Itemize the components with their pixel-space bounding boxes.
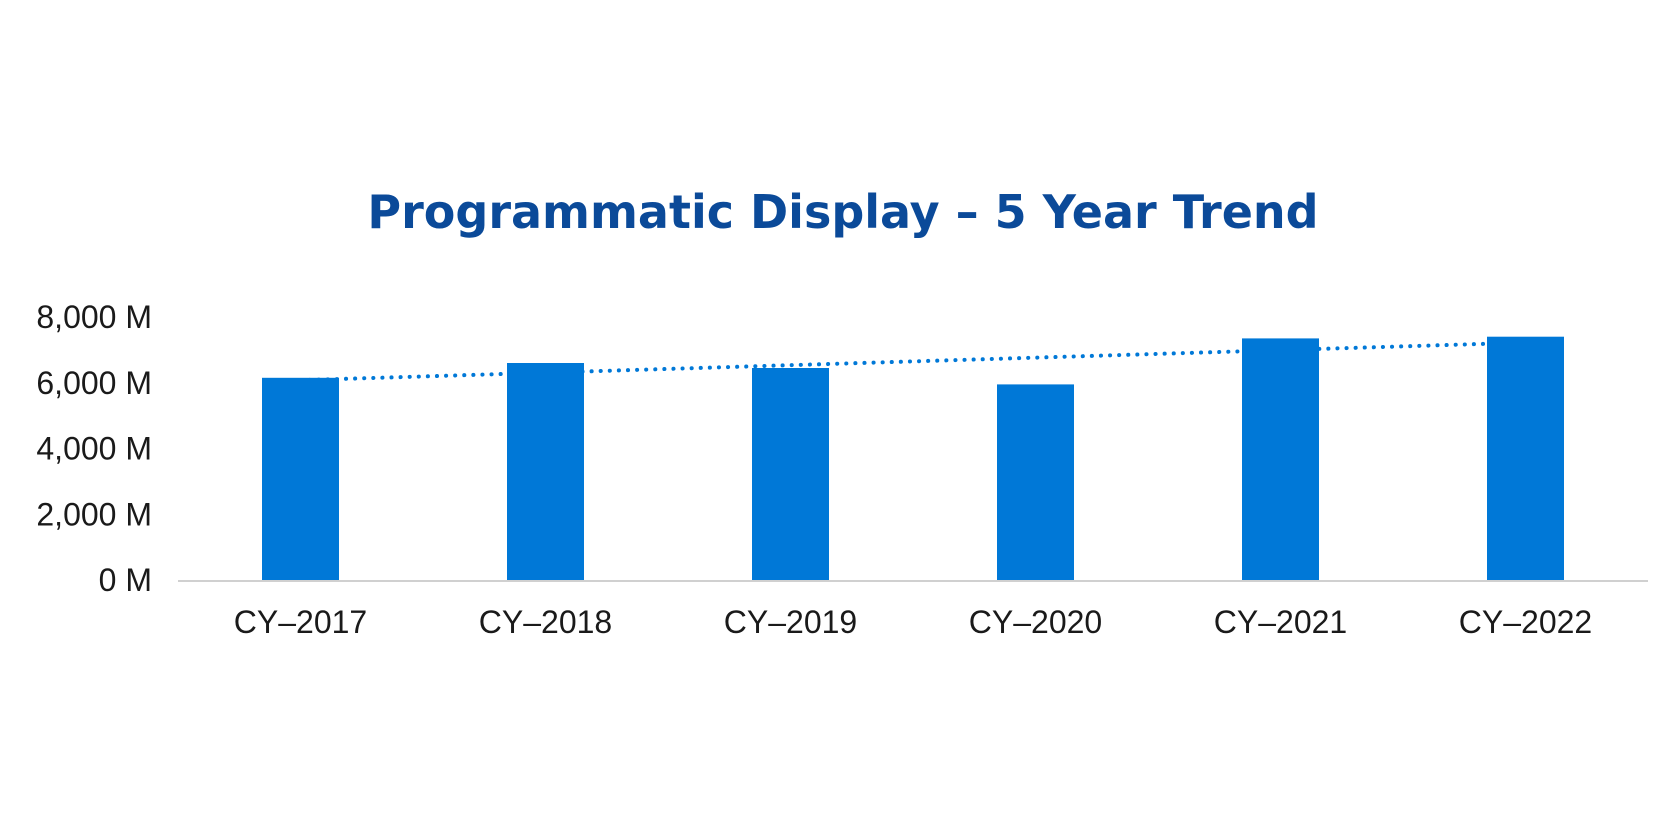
x-tick-label: CY–2022	[1459, 604, 1592, 640]
x-tick-label: CY–2021	[1214, 604, 1347, 640]
x-tick-label: CY–2017	[234, 604, 367, 640]
bars-layer	[262, 336, 1564, 580]
y-tick-label: 0 M	[99, 562, 152, 598]
x-tick-label: CY–2018	[479, 604, 612, 640]
x-tick-label: CY–2020	[969, 604, 1102, 640]
bar-CY–2019	[752, 368, 829, 580]
x-tick-label: CY–2019	[724, 604, 857, 640]
chart-title: Programmatic Display – 5 Year Trend	[367, 185, 1318, 239]
bar-CY–2018	[507, 363, 584, 580]
trendline	[298, 340, 1528, 383]
y-tick-label: 6,000 M	[36, 365, 152, 401]
y-tick-label: 4,000 M	[36, 431, 152, 467]
y-tick-label: 2,000 M	[36, 496, 152, 532]
bar-CY–2021	[1242, 338, 1319, 580]
bar-CY–2017	[262, 377, 339, 580]
bar-CY–2022	[1487, 336, 1564, 580]
trendline-layer	[298, 340, 1528, 383]
bar-CY–2020	[997, 384, 1074, 580]
y-axis-tick-labels: 0 M 2,000 M 4,000 M 6,000 M 8,000 M	[36, 299, 152, 598]
x-axis-tick-labels: CY–2017 CY–2018 CY–2019 CY–2020 CY–2021 CY–20…	[234, 604, 1592, 640]
y-tick-label: 8,000 M	[36, 299, 152, 335]
